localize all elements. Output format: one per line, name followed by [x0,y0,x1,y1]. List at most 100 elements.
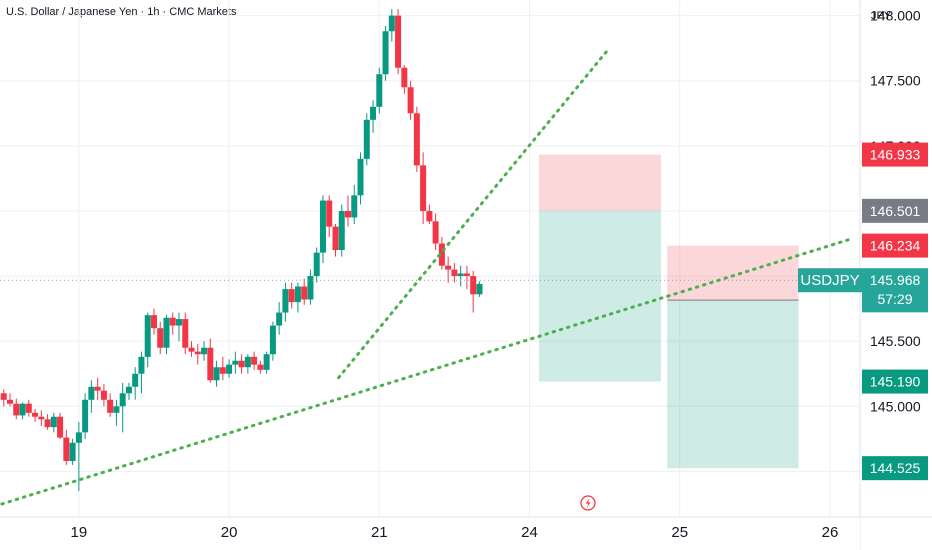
candle [207,338,214,383]
candle [351,184,358,224]
candle [32,408,39,422]
candle [176,312,183,342]
candle [0,389,7,407]
time-axis-bg [0,517,860,550]
candle-body [119,393,126,407]
candle [307,269,314,305]
candle-body [57,416,64,438]
candle-body [44,419,51,428]
candle-body [75,432,82,443]
time-axis[interactable]: 19 20 21 24 25 26 [0,516,932,550]
candle-body [376,74,383,107]
target-zone [667,300,799,469]
price-tick-label: 148.000 [870,8,921,24]
candle [25,399,32,417]
candle [94,377,101,400]
candle [313,247,320,283]
candle [276,302,283,335]
candle [7,393,14,407]
candle-body [445,265,452,270]
candle [57,412,64,439]
price-badge-value: 144.525 [870,460,921,476]
price-badge-bg [862,198,928,223]
candle [201,341,208,361]
candle [157,321,164,355]
candle [326,195,333,238]
candle-body [0,393,7,400]
candle-body [94,386,101,391]
candle-body [38,416,45,420]
candle-body [426,210,433,222]
price-badge: 146.234 [862,233,928,258]
candle [294,282,301,313]
price-tick-label: 145.000 [870,398,921,414]
candle [38,410,45,426]
candle [138,351,145,394]
candle [388,9,395,42]
current-price-badge: USDJPY 145.968 57:29 [798,268,928,313]
candle-body [282,289,289,313]
target-zone [538,210,661,382]
candle-body [294,286,301,303]
candle-body [176,319,183,326]
candle [363,113,370,166]
candle-body [188,347,195,352]
price-badge: 146.501 [862,198,928,223]
candle [257,360,264,374]
candle-body [269,325,276,355]
candle-body [382,31,389,75]
candle [463,265,470,290]
candle-body [207,347,214,381]
candle [13,398,20,420]
price-badge: 146.933 [862,142,928,167]
candle-body [338,210,345,251]
candle [345,195,352,227]
trendlines[interactable] [0,49,860,506]
lightning-event-icon[interactable] [580,495,596,511]
position-zones[interactable] [538,154,799,469]
candle [457,265,464,287]
price-badge-value: 146.234 [870,238,921,254]
candle-body [357,158,364,196]
currency-label: JPY [871,10,892,22]
countdown: 57:29 [877,291,912,307]
time-tick-label: 26 [822,524,839,541]
candle [407,80,414,120]
trendline [0,236,855,506]
price-badge-bg [862,233,928,258]
candle [401,65,408,94]
candle [188,341,195,357]
candle [113,399,120,426]
time-tick-label: 24 [521,524,538,541]
time-tick-label: 25 [671,524,688,541]
candle-body [100,390,107,400]
candle-body [238,360,245,368]
candle-body [201,347,208,355]
candle [194,343,201,365]
candle [438,237,445,270]
candle-body [194,351,201,355]
candle [19,402,26,420]
candle [63,429,70,465]
candle-body [301,286,308,300]
candle-body [157,328,164,348]
candle-body [395,15,402,68]
price-badge-bg [862,142,928,167]
candle [432,213,439,251]
candle [163,315,170,355]
candle-body [438,243,445,266]
candle-body [251,356,258,365]
symbol-label: USDJPY [800,272,859,289]
candle [244,354,251,374]
candle [332,223,339,257]
candle [232,351,239,374]
candle-body [19,403,26,416]
candle-body [351,195,358,218]
candle [213,360,220,387]
candle [288,282,295,309]
stop-zone [538,154,661,211]
candle-body [263,354,270,370]
candle [219,356,226,381]
candle-body [470,276,477,295]
